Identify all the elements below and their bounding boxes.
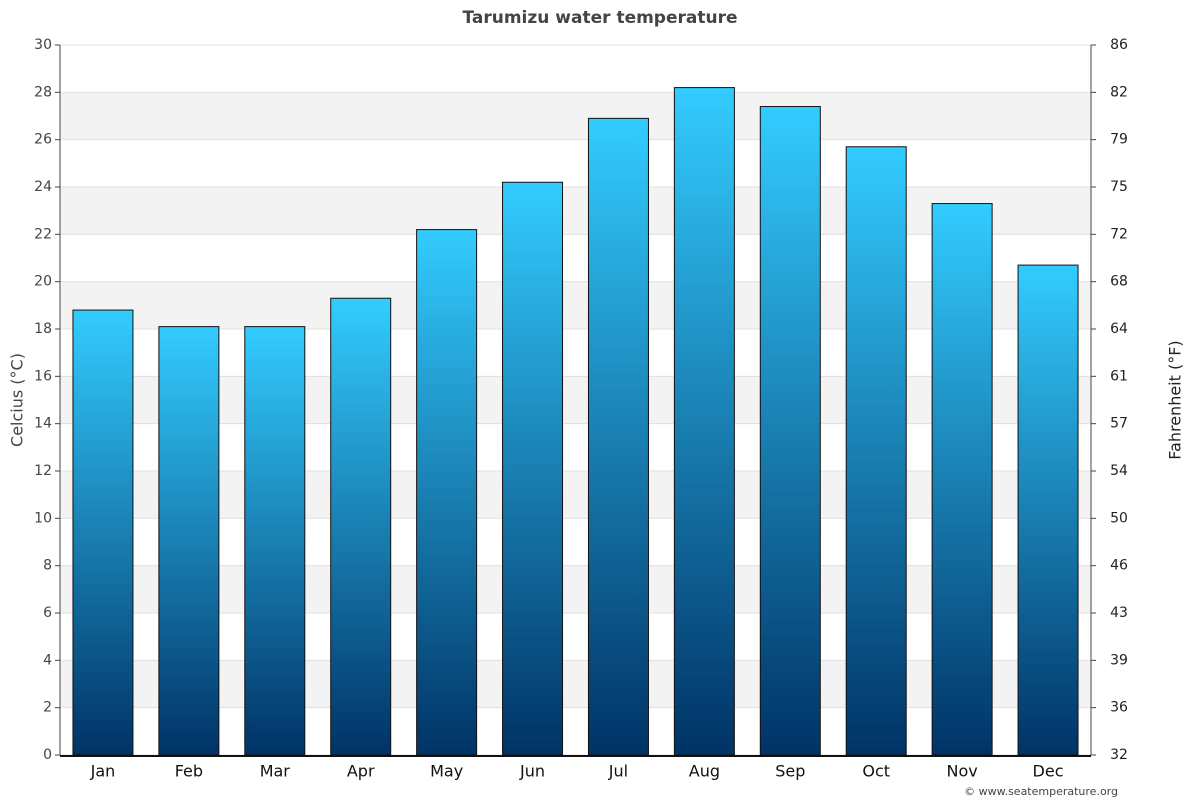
y2-tick-label: 68 — [1110, 274, 1128, 290]
x-tick-label: Nov — [947, 762, 978, 781]
y2-tick-label: 43 — [1110, 605, 1128, 621]
y2-tick-label: 32 — [1110, 747, 1128, 763]
y-tick-label: 6 — [43, 605, 52, 621]
y2-tick-label: 54 — [1110, 463, 1128, 479]
y-tick-label: 26 — [34, 132, 52, 148]
bar — [244, 326, 306, 756]
x-tick-label: Jul — [608, 762, 628, 781]
bar — [72, 309, 134, 756]
grid-band — [60, 471, 1091, 519]
y2-tick-label: 79 — [1110, 132, 1128, 148]
bar — [502, 181, 564, 756]
x-tick-label: Sep — [775, 762, 805, 781]
y-tick-label: 10 — [34, 510, 52, 526]
x-tick-label: Dec — [1033, 762, 1064, 781]
x-tick-label: Jun — [519, 762, 545, 781]
y2-tick-label: 86 — [1110, 37, 1128, 53]
x-tick-label: Oct — [862, 762, 890, 781]
grid-band — [60, 187, 1091, 235]
bar — [587, 117, 649, 756]
x-tick-label: Jan — [90, 762, 116, 781]
x-tick-label: May — [430, 762, 463, 781]
y-tick-label: 0 — [43, 747, 52, 763]
y-tick-label: 22 — [34, 226, 52, 242]
y-tick-label: 18 — [34, 321, 52, 337]
y2-tick-label: 82 — [1110, 84, 1128, 100]
y2-tick-label: 64 — [1110, 321, 1128, 337]
grid-band — [60, 565, 1091, 613]
y-tick-label: 20 — [34, 274, 52, 290]
bar — [330, 297, 392, 756]
bar — [158, 326, 220, 756]
credit: © www.seatemperature.org — [964, 785, 1118, 798]
y2-tick-label: 57 — [1110, 416, 1128, 432]
bar — [1017, 264, 1079, 756]
bar — [931, 203, 993, 756]
bar — [416, 229, 478, 756]
x-tick-label: Aug — [689, 762, 720, 781]
y2-tick-label: 72 — [1110, 226, 1128, 242]
y-tick-label: 8 — [43, 558, 52, 574]
grid-band — [60, 660, 1091, 708]
y-tick-label: 2 — [43, 700, 52, 716]
y-tick-label: 16 — [34, 368, 52, 384]
y-tick-label: 4 — [43, 652, 52, 668]
grid-band — [60, 92, 1091, 140]
bar — [673, 87, 735, 756]
y-tick-label: 14 — [34, 416, 52, 432]
y-tick-label: 12 — [34, 463, 52, 479]
y2-tick-label: 75 — [1110, 179, 1128, 195]
bar — [759, 106, 821, 756]
y2-tick-label: 61 — [1110, 368, 1128, 384]
y-tick-label: 24 — [34, 179, 52, 195]
y2-tick-label: 39 — [1110, 652, 1128, 668]
y2-axis-label: Fahrenheit (°F) — [1166, 340, 1185, 459]
y-tick-label: 30 — [34, 37, 52, 53]
x-tick-label: Mar — [260, 762, 291, 781]
grid-band — [60, 281, 1091, 329]
bar — [845, 146, 907, 756]
y2-tick-label: 36 — [1110, 700, 1128, 716]
x-tick-label: Feb — [175, 762, 203, 781]
y-tick-label: 28 — [34, 84, 52, 100]
y2-tick-label: 50 — [1110, 510, 1128, 526]
y-axis-label: Celcius (°C) — [8, 353, 27, 447]
x-tick-label: Apr — [347, 762, 375, 781]
chart-title: Tarumizu water temperature — [462, 8, 737, 28]
y2-tick-label: 46 — [1110, 558, 1128, 574]
grid-band — [60, 376, 1091, 424]
